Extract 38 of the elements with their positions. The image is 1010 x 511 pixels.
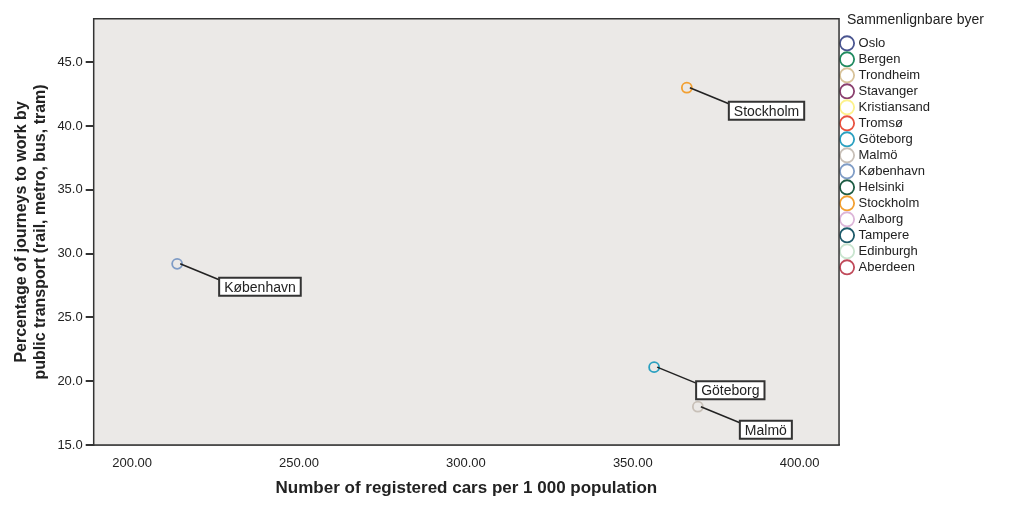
legend-label: Kristiansand [858, 98, 931, 114]
annotation: København [224, 278, 296, 295]
legend-label: Helsinki [858, 178, 905, 194]
legend-label: Göteborg [858, 130, 913, 146]
y-tick-label: 30.0 [57, 245, 83, 261]
legend-label: Stavanger [858, 82, 919, 98]
point [171, 257, 184, 270]
legend-label: Bergen [858, 50, 901, 66]
x-tick-label: 200.00 [112, 455, 152, 471]
legend-label: Oslo [858, 34, 886, 50]
y-tick-label: 35.0 [57, 181, 83, 197]
y-axis-title: Percentage of journeys to work by public transport (rail, metro, bus, tram) [12, 84, 49, 380]
y-tick-label: 20.0 [57, 372, 83, 388]
legend-label: Trondheim [858, 66, 921, 82]
legend-label: Tromsø [858, 114, 903, 130]
y-tick-label: 40.0 [57, 117, 83, 133]
legend-label: Aalborg [858, 210, 904, 226]
x-tick-label: 350.00 [612, 455, 653, 471]
annotation: Malmö [744, 421, 788, 438]
legend-label: København [858, 162, 926, 178]
annotation: Stockholm [733, 102, 800, 119]
legend-label: Malmö [858, 146, 898, 162]
x-tick-label: 300.00 [445, 455, 486, 471]
y-tick-label: 25.0 [57, 308, 83, 324]
x-tick-label: 250.00 [279, 455, 319, 471]
legend-label: Stockholm [858, 194, 920, 210]
y-tick-label: 45.0 [57, 53, 83, 69]
legend-label: Aberdeen [858, 258, 915, 274]
point [648, 361, 661, 374]
annotation: Göteborg [701, 382, 760, 399]
y-tick-label: 15.0 [57, 436, 83, 452]
x-tick-label: 400.00 [779, 455, 820, 471]
x-axis-title: Number of registered cars per 1 000 population [275, 478, 658, 498]
point [680, 81, 693, 94]
legend-label: Tampere [858, 226, 910, 242]
point [691, 400, 704, 413]
legend-title: Sammenlignbare byer [847, 10, 985, 27]
legend-label: Edinburgh [858, 242, 918, 258]
